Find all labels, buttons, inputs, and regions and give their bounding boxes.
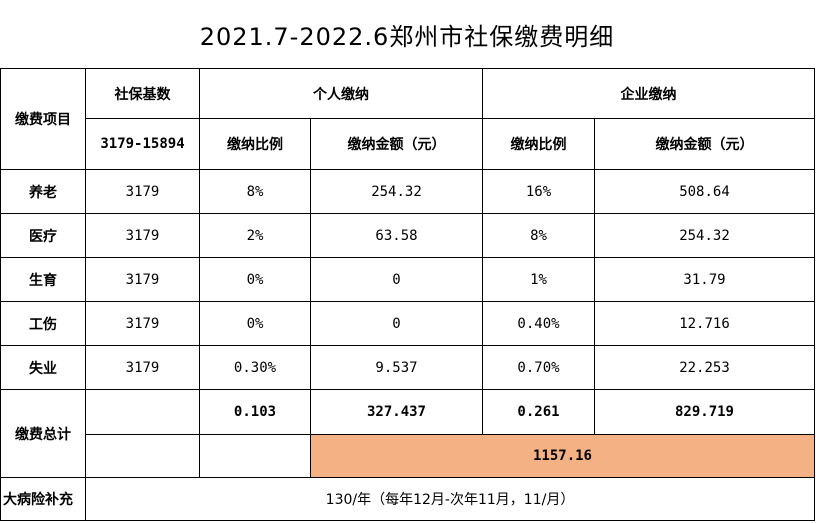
grand-total-empty-1 [85,434,200,478]
sheet-title: 2021.7-2022.6郑州市社保缴费明细 [199,22,615,51]
personal-rate-header: 缴纳比例 [199,118,311,170]
row-item: 生育 [0,257,86,302]
row-personal-rate: 0% [199,301,311,346]
personal-amount-header: 缴纳金额（元） [310,118,483,170]
row-base: 3179 [85,213,200,258]
totals-personal-amount: 327.437 [310,389,483,435]
illness-label: 大病险补充 [0,477,86,521]
item-header: 缴费项目 [0,68,86,170]
grand-total-empty-2 [199,434,311,478]
sheet-right-edge [815,0,818,523]
row-personal-rate: 0% [199,257,311,302]
base-range: 3179-15894 [85,118,200,170]
table-row: 生育 3179 0% 0 1% 31.79 [0,257,815,302]
row-company-rate: 0.40% [482,301,595,346]
table-row: 医疗 3179 2% 63.58 8% 254.32 [0,213,815,258]
row-personal-amount: 0 [310,301,483,346]
table-row: 工伤 3179 0% 0 0.40% 12.716 [0,301,815,346]
totals-row: 缴费总计 0.103 327.437 0.261 829.719 [0,389,815,478]
company-rate-header: 缴纳比例 [482,118,595,170]
company-amount-header: 缴纳金额（元） [594,118,815,170]
row-base: 3179 [85,169,200,214]
row-company-rate: 8% [482,213,595,258]
row-item: 失业 [0,345,86,390]
row-personal-rate: 2% [199,213,311,258]
row-company-amount: 12.716 [594,301,815,346]
totals-label: 缴费总计 [0,389,86,478]
row-company-amount: 31.79 [594,257,815,302]
totals-company-amount: 829.719 [594,389,815,435]
row-personal-rate: 8% [199,169,311,214]
illness-value: 130/年（每年12月-次年11月，11/月） [85,477,815,521]
totals-company-rate: 0.261 [482,389,595,435]
illness-row: 大病险补充 130/年（每年12月-次年11月，11/月） [0,477,815,521]
row-item: 养老 [0,169,86,214]
row-company-rate: 0.70% [482,345,595,390]
row-personal-amount: 254.32 [310,169,483,214]
social-security-table: 缴费项目 社保基数 个人缴纳 企业缴纳 3179-15894 缴纳比例 缴纳金额… [0,68,815,521]
row-item: 工伤 [0,301,86,346]
row-personal-rate: 0.30% [199,345,311,390]
totals-personal-rate: 0.103 [199,389,311,435]
grand-total-row: 1157.16 [1,434,815,478]
row-company-rate: 16% [482,169,595,214]
row-base: 3179 [85,257,200,302]
row-item: 医疗 [0,213,86,258]
row-company-rate: 1% [482,257,595,302]
row-personal-amount: 63.58 [310,213,483,258]
totals-base-empty [85,389,200,435]
row-company-amount: 22.253 [594,345,815,390]
row-company-amount: 508.64 [594,169,815,214]
row-personal-amount: 0 [310,257,483,302]
row-company-amount: 254.32 [594,213,815,258]
table-row: 失业 3179 0.30% 9.537 0.70% 22.253 [0,345,815,390]
table-row: 养老 3179 8% 254.32 16% 508.64 [0,169,815,214]
personal-header: 个人缴纳 [199,68,483,119]
company-header: 企业缴纳 [482,68,815,119]
row-base: 3179 [85,301,200,346]
row-base: 3179 [85,345,200,390]
base-header: 社保基数 [85,68,200,119]
row-personal-amount: 9.537 [310,345,483,390]
grand-total: 1157.16 [310,434,815,478]
